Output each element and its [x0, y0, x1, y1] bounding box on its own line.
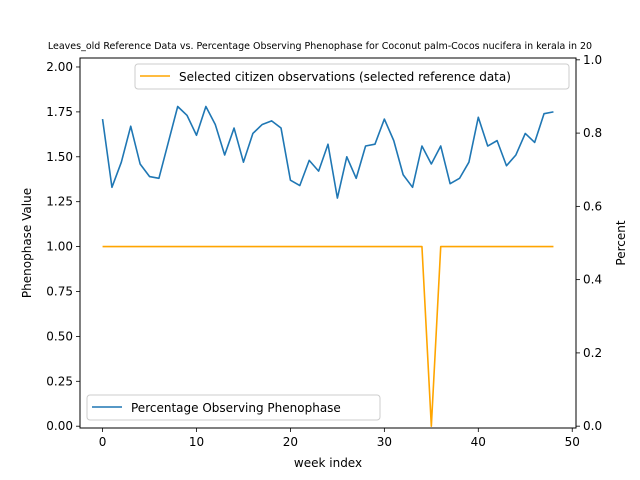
- series-line-1: [102, 245, 554, 427]
- series-line-0: [101, 105, 554, 199]
- y-tick-label: 2.00: [46, 60, 73, 74]
- y2-tick-label: 0.6: [583, 199, 602, 213]
- series-layer: [101, 105, 554, 427]
- x-tick-label: 30: [377, 435, 392, 449]
- x-tick-label: 40: [471, 435, 486, 449]
- legend-top: Selected citizen observations (selected …: [134, 63, 570, 90]
- y2-tick-label: 1.0: [583, 53, 602, 67]
- y-tick-label: 1.25: [46, 195, 73, 209]
- y2-tick-label: 0.0: [583, 419, 602, 433]
- legend-bottom-label: Percentage Observing Phenophase: [131, 401, 341, 415]
- x-tick-label: 50: [565, 435, 580, 449]
- y-tick-label: 1.50: [46, 150, 73, 164]
- plot-frame: [79, 57, 577, 429]
- y-tick-label: 0.50: [46, 329, 73, 343]
- x-axis: 0 10 20 30 40 50: [99, 428, 580, 449]
- y-axis-label: Phenophase Value: [20, 188, 34, 298]
- y-tick-label: 1.75: [46, 105, 73, 119]
- legend-top-box: [134, 63, 570, 90]
- y2-tick-label: 0.8: [583, 126, 602, 140]
- y2-axis-label: Percent: [614, 220, 628, 265]
- legend-bottom: Percentage Observing Phenophase: [86, 394, 381, 421]
- y-tick-label: 0.25: [46, 374, 73, 388]
- y-tick-label: 1.00: [46, 240, 73, 254]
- y-axis-left: 0.00 0.25 0.50 0.75 1.00 1.25 1.50 1.75 2.00: [46, 60, 80, 433]
- y-tick-label: 0.00: [46, 419, 73, 433]
- y2-tick-label: 0.2: [583, 346, 602, 360]
- legend-top-label: Selected citizen observations (selected …: [179, 70, 511, 84]
- y2-tick-label: 0.4: [583, 273, 602, 287]
- x-tick-label: 20: [283, 435, 298, 449]
- chart-title: Leaves_old Reference Data vs. Percentage…: [48, 41, 592, 52]
- x-tick-label: 10: [189, 435, 204, 449]
- y-tick-label: 0.75: [46, 284, 73, 298]
- legend-bottom-box: [86, 394, 381, 421]
- y-axis-right: 0.0 0.2 0.4 0.6 0.8 1.0: [576, 53, 602, 433]
- x-axis-label: week index: [294, 456, 362, 470]
- x-tick-label: 0: [99, 435, 107, 449]
